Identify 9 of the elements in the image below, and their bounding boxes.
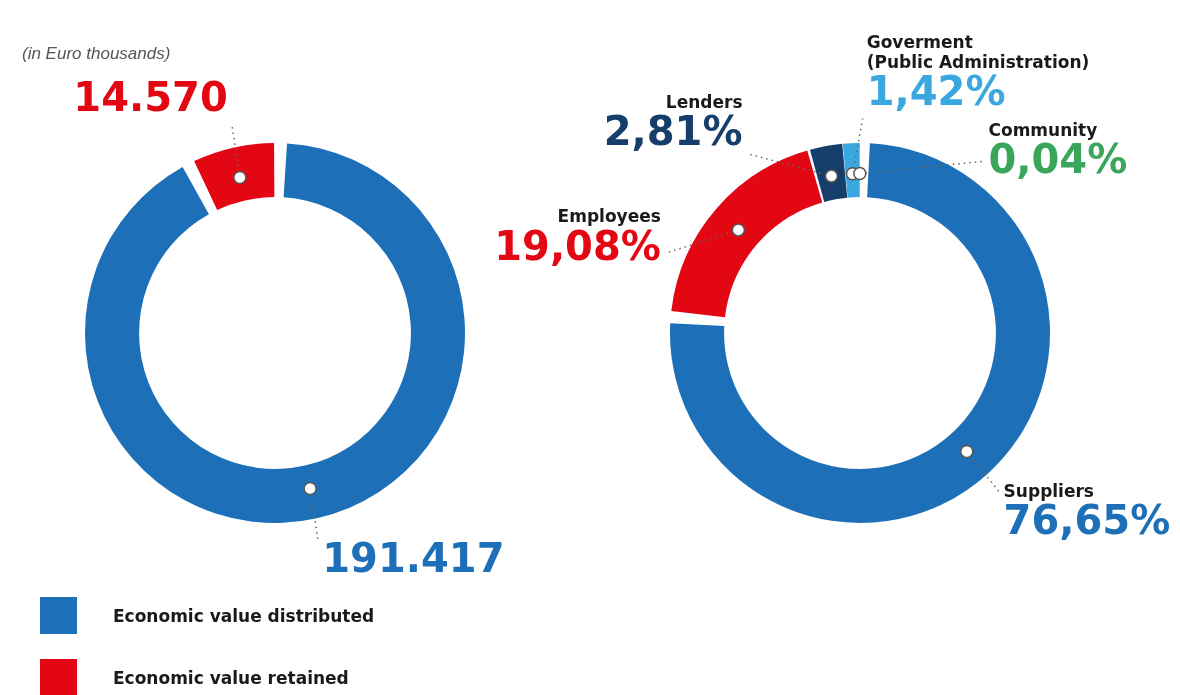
legend-label: Economic value retained bbox=[113, 667, 349, 688]
chart-subtitle: (in Euro thousands) bbox=[22, 44, 171, 64]
slice-label: Community bbox=[988, 119, 1098, 140]
slice-label: Employees bbox=[557, 206, 661, 227]
data-label: 14.570 bbox=[73, 73, 228, 120]
slice-label: Suppliers bbox=[1003, 481, 1094, 502]
slice-label: Goverment (Public Administration) bbox=[866, 31, 1090, 72]
legend-label: Economic value distributed bbox=[113, 605, 375, 626]
data-label: 191.417 bbox=[322, 535, 505, 582]
